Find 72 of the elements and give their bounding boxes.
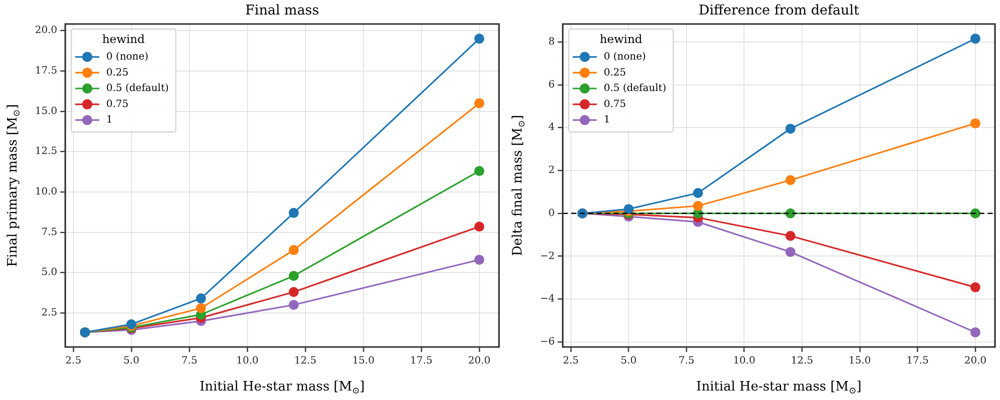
point xyxy=(474,166,484,176)
x-tick-label: 12.5 xyxy=(790,356,814,367)
point xyxy=(288,300,299,310)
point xyxy=(288,270,299,281)
legend-label: 1 xyxy=(604,114,610,126)
y-tick-label: 4 xyxy=(548,122,555,134)
y-tick-label: 12.5 xyxy=(35,146,58,158)
legend-label: 0 (none) xyxy=(106,51,149,62)
y-tick-label: −2 xyxy=(540,250,555,262)
legend-title: hewind xyxy=(102,32,146,46)
point xyxy=(692,188,703,198)
y-tick-label: 2 xyxy=(548,165,555,176)
legend-label: 1 xyxy=(106,114,113,126)
y-tick-label: 5.0 xyxy=(41,267,58,278)
y-tick-label: 20.0 xyxy=(35,25,58,36)
y-tick-label: 10.0 xyxy=(35,186,58,198)
y-tick-label: 2.5 xyxy=(41,308,58,319)
y-tick-label: 8 xyxy=(548,36,555,48)
point xyxy=(474,222,484,232)
x-tick-label: 20.0 xyxy=(964,356,986,367)
x-tick-label: 2.5 xyxy=(65,356,82,367)
x-tick-label: 15.0 xyxy=(848,356,871,367)
x-tick-label: 5.0 xyxy=(123,356,140,367)
point xyxy=(970,327,980,338)
x-tick-label: 5.0 xyxy=(620,356,637,367)
legend-label: 0.25 xyxy=(604,67,626,78)
point xyxy=(288,208,299,218)
x-tick-label: 7.5 xyxy=(678,356,694,367)
y-tick-label: 0 xyxy=(548,208,555,219)
point xyxy=(474,34,484,44)
point xyxy=(785,175,796,186)
legend-label: 0 (none) xyxy=(604,51,646,62)
y-tick-label: 7.5 xyxy=(41,226,58,238)
point xyxy=(970,282,980,292)
x-tick-label: 12.5 xyxy=(294,356,316,367)
x-axis-title: Initial He-star mass [M⊙] xyxy=(200,379,365,396)
point xyxy=(692,200,703,211)
chart-title: Final mass xyxy=(245,2,320,18)
x-axis-title: Initial He-star mass [M⊙] xyxy=(696,379,862,396)
legend-label: 0.75 xyxy=(604,98,626,110)
y-tick-label: −4 xyxy=(540,294,555,305)
legend-label: 0.5 (default) xyxy=(604,83,666,94)
x-tick-label: 15.0 xyxy=(352,356,374,367)
y-axis-title: Final primary mass [M⊙] xyxy=(5,104,22,267)
point xyxy=(785,124,796,134)
legend-title: hewind xyxy=(600,32,643,46)
y-tick-label: −6 xyxy=(540,336,555,348)
legend-label: 0.5 (default) xyxy=(106,83,169,94)
point xyxy=(196,303,206,314)
point xyxy=(288,245,299,256)
chart-title: Difference from default xyxy=(698,2,860,18)
x-tick-label: 17.5 xyxy=(906,356,929,367)
point xyxy=(970,118,980,128)
x-tick-label: 10.0 xyxy=(236,356,258,367)
point xyxy=(970,34,980,44)
point xyxy=(474,98,484,108)
point xyxy=(474,254,484,265)
x-tick-label: 20.0 xyxy=(468,356,490,367)
y-tick-label: 17.5 xyxy=(35,66,58,77)
point xyxy=(196,293,206,304)
y-tick-label: 15.0 xyxy=(35,106,58,117)
y-axis-title: Delta final mass [M⊙] xyxy=(510,114,528,256)
point xyxy=(785,230,796,241)
x-tick-label: 17.5 xyxy=(410,356,432,367)
legend-label: 0.25 xyxy=(106,67,129,78)
point xyxy=(288,286,299,297)
legend-label: 0.75 xyxy=(106,98,129,110)
x-tick-label: 10.0 xyxy=(733,356,756,367)
x-tick-label: 2.5 xyxy=(562,356,579,367)
y-tick-label: 6 xyxy=(548,79,555,90)
x-tick-label: 7.5 xyxy=(181,356,198,367)
point xyxy=(785,246,796,257)
